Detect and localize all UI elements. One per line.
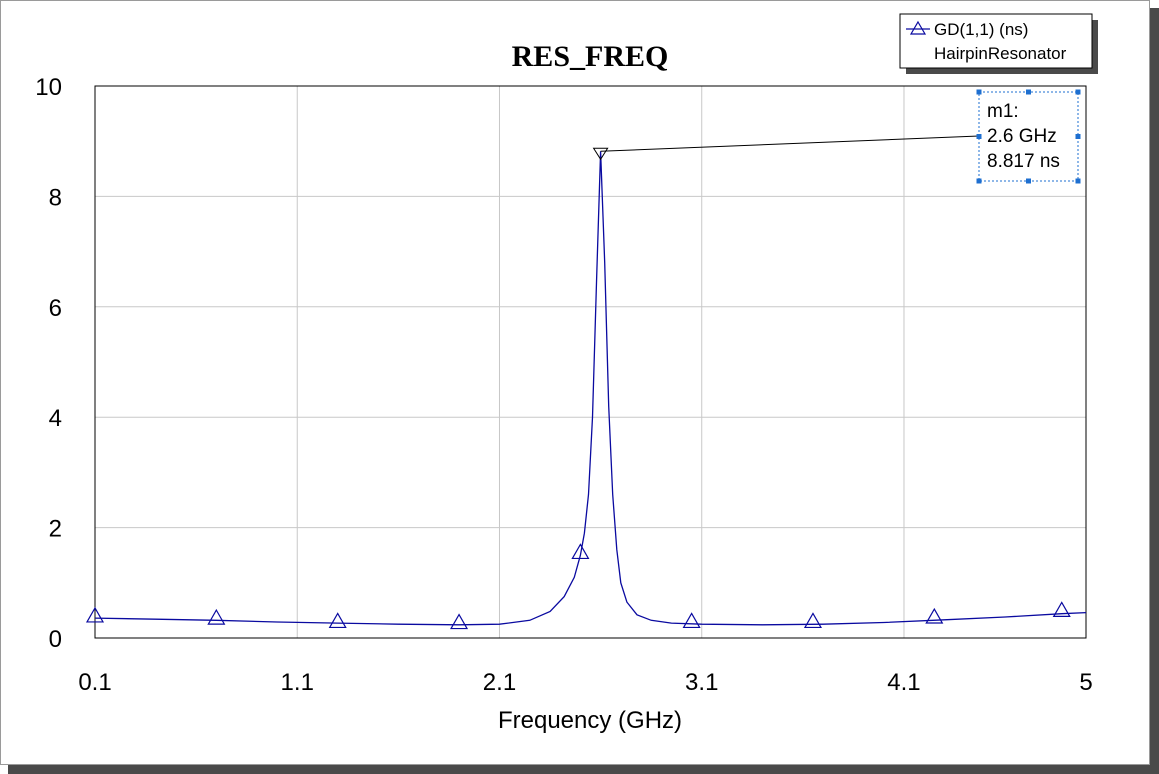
series-marker bbox=[328, 612, 347, 629]
x-tick-label: 1.1 bbox=[281, 669, 314, 696]
x-tick-label: 3.1 bbox=[685, 669, 718, 696]
x-tick-label: 2.1 bbox=[483, 669, 516, 696]
x-axis-title: Frequency (GHz) bbox=[498, 707, 682, 734]
series-gd11 bbox=[94, 151, 1087, 626]
y-tick-label: 8 bbox=[49, 184, 62, 211]
y-tick-label: 6 bbox=[49, 295, 62, 322]
marker-resize-handle[interactable] bbox=[1075, 134, 1081, 139]
marker-resize-handle[interactable] bbox=[976, 178, 982, 184]
series-marker bbox=[682, 612, 701, 629]
series-marker bbox=[85, 606, 105, 623]
marker-leader-line bbox=[600, 135, 980, 152]
tick-labels: 0.1 1.1 2.1 3.1 4.1 5 0 2 4 6 8 10 bbox=[35, 74, 1092, 696]
marker-m1[interactable]: m1: 2.6 GHz 8.817 ns bbox=[592, 89, 1081, 184]
marker-resize-handle[interactable] bbox=[976, 89, 982, 95]
marker-resize-handle[interactable] bbox=[976, 134, 982, 139]
series-markers bbox=[85, 543, 1071, 630]
marker-resize-handle[interactable] bbox=[1026, 178, 1031, 184]
legend[interactable]: GD(1,1) (ns) HairpinResonator bbox=[899, 13, 1098, 74]
legend-entry-series: GD(1,1) (ns) bbox=[934, 20, 1028, 39]
series-marker bbox=[571, 543, 590, 560]
y-tick-label: 4 bbox=[49, 405, 62, 432]
series-marker bbox=[207, 608, 226, 625]
legend-box bbox=[899, 13, 1093, 69]
series-marker bbox=[925, 607, 944, 624]
marker-resize-handle[interactable] bbox=[1026, 89, 1031, 95]
grid bbox=[95, 86, 1086, 638]
series-marker bbox=[1052, 601, 1071, 618]
chart-title: RES_FREQ bbox=[512, 40, 669, 73]
series-line bbox=[94, 151, 1087, 626]
series-marker bbox=[803, 612, 823, 629]
marker-readout-line: m1: bbox=[987, 101, 1019, 122]
marker-point-icon bbox=[592, 147, 609, 161]
marker-readout-box bbox=[978, 91, 1079, 182]
marker-resize-handle[interactable] bbox=[1075, 89, 1081, 95]
marker-readout-line: 8.817 ns bbox=[987, 151, 1060, 172]
x-tick-label: 5 bbox=[1079, 669, 1092, 696]
y-tick-label: 2 bbox=[49, 516, 62, 543]
window-shadow-bottom bbox=[8, 765, 1159, 774]
x-tick-label: 4.1 bbox=[887, 669, 920, 696]
y-tick-label: 0 bbox=[49, 626, 62, 653]
legend-entry-dataset: HairpinResonator bbox=[934, 44, 1067, 63]
x-tick-label: 0.1 bbox=[78, 669, 111, 696]
legend-triangle-icon bbox=[909, 20, 927, 35]
plot-area bbox=[94, 85, 1087, 639]
y-tick-label: 10 bbox=[35, 74, 62, 101]
marker-readout-line: 2.6 GHz bbox=[987, 126, 1057, 147]
series-marker bbox=[450, 613, 469, 630]
window-shadow-right bbox=[1150, 8, 1159, 774]
marker-resize-handle[interactable] bbox=[1075, 178, 1081, 184]
